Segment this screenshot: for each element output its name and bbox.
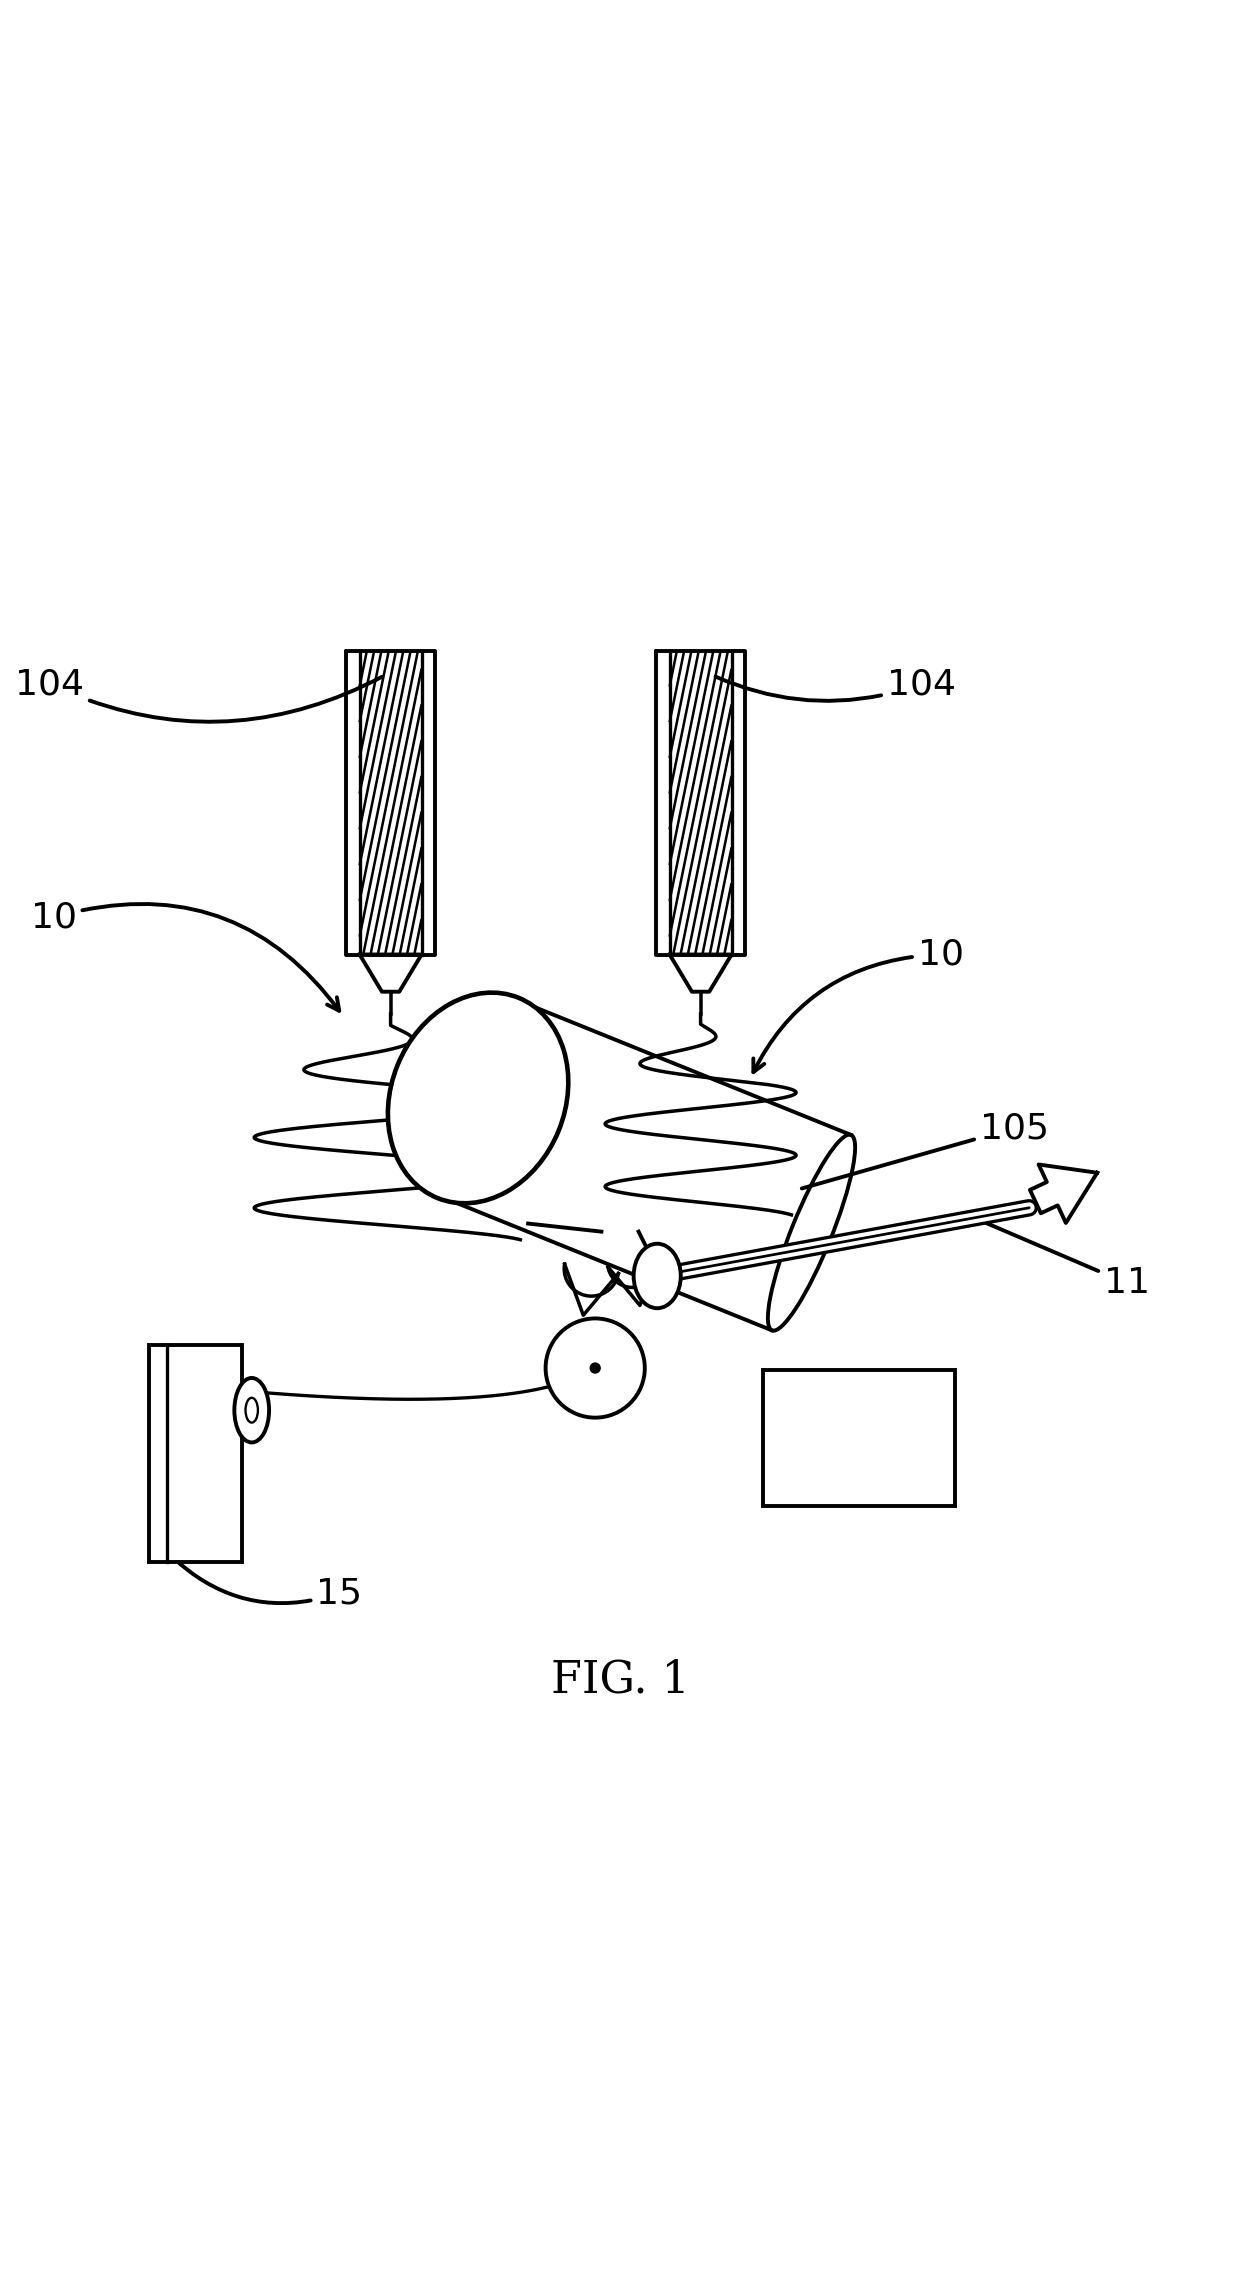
- Text: 11: 11: [982, 1220, 1149, 1300]
- Ellipse shape: [590, 1364, 600, 1373]
- Text: 104: 104: [715, 666, 956, 700]
- Text: 104: 104: [15, 666, 382, 721]
- Ellipse shape: [234, 1378, 269, 1442]
- Text: FIG. 1: FIG. 1: [551, 1658, 689, 1702]
- Polygon shape: [439, 1001, 851, 1330]
- Polygon shape: [1030, 1166, 1097, 1223]
- Text: 10: 10: [31, 901, 340, 1010]
- Bar: [763, 1371, 955, 1505]
- Ellipse shape: [634, 1243, 681, 1309]
- Bar: [149, 1346, 242, 1562]
- Ellipse shape: [546, 1318, 645, 1417]
- Text: 105: 105: [802, 1111, 1049, 1188]
- Text: 10: 10: [754, 937, 963, 1072]
- Text: 15: 15: [174, 1558, 362, 1610]
- Ellipse shape: [388, 992, 568, 1204]
- Ellipse shape: [768, 1134, 856, 1330]
